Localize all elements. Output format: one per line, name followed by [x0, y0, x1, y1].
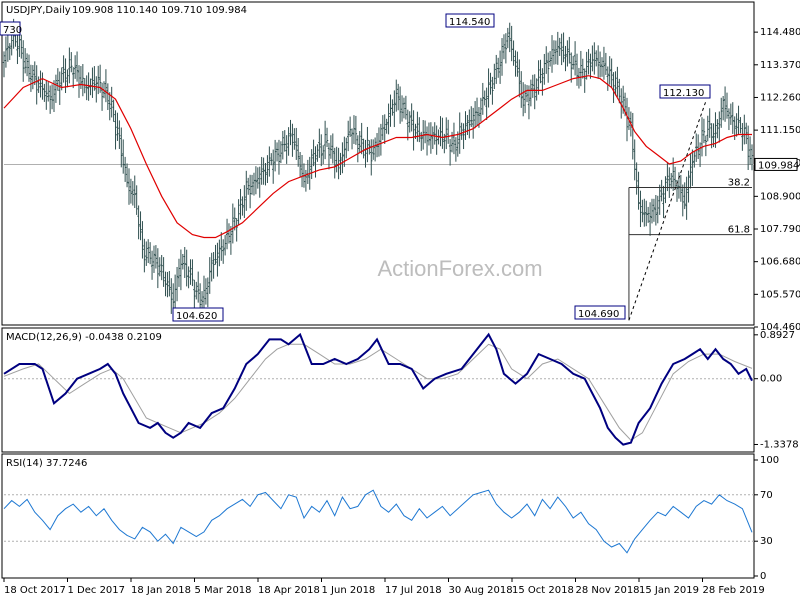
rsi-line-group [3, 489, 753, 554]
macd-panel-frame [1, 327, 755, 453]
price-annotation-label: 114.540 [449, 17, 490, 28]
fib-61-label: 61.8 [728, 225, 750, 236]
price-annotation-label: 104.620 [176, 311, 217, 322]
price-panel-frame [1, 1, 755, 326]
rsi-panel-frame [1, 453, 755, 579]
price-tick-label: 111.150 [760, 125, 800, 136]
date-tick-label: 30 Aug 2018 [449, 585, 513, 596]
macd-tick-label: -1.3378 [760, 439, 799, 450]
moving-average-line [3, 75, 752, 239]
rsi-gridlines [4, 494, 754, 542]
rsi-title: RSI(14) 37.7246 [6, 458, 87, 469]
date-tick-label: 5 Mar 2018 [195, 585, 252, 596]
fibonacci-levels: 38.2 61.8 [628, 101, 752, 321]
date-tick-label: 15 Jan 2019 [639, 585, 699, 596]
date-tick-label: 18 Oct 2017 [4, 585, 66, 596]
date-tick-label: 18 Jan 2018 [131, 585, 191, 596]
price-tick-label: 107.790 [760, 224, 800, 235]
date-tick-label: 1 Dec 2017 [68, 585, 126, 596]
macd-signal-line [3, 343, 753, 441]
date-tick-label: 17 Jul 2018 [385, 585, 442, 596]
rsi-tick-label: 70 [760, 490, 773, 501]
moving-average-line [3, 75, 752, 239]
price-tick-label: 112.260 [760, 92, 800, 103]
price-tick-label: 106.680 [760, 257, 800, 268]
macd-title: MACD(12,26,9) -0.0438 0.2109 [6, 332, 162, 343]
price-annotation-box [0, 21, 21, 36]
macd-axis: 0.8927 0.00 -1.3378 [754, 330, 799, 450]
date-tick-label: 18 Apr 2018 [258, 585, 320, 596]
price-tick-label: 104.460 [760, 322, 800, 333]
macd-line [3, 332, 753, 446]
rsi-tick-label: 0 [760, 571, 766, 582]
price-annotation-box [574, 305, 626, 320]
rsi-tick-label: 30 [760, 536, 773, 547]
rsi-tick-label: 100 [760, 455, 779, 466]
chart-header-ohlc: 109.908 110.140 109.710 109.984 [72, 5, 247, 16]
date-tick-label: 15 Oct 2018 [512, 585, 574, 596]
price-axis: 114.480113.370112.260111.150110.040108.9… [754, 27, 800, 333]
date-tick-label: 28 Nov 2018 [576, 585, 640, 596]
macd-tick-label: 0.00 [760, 374, 782, 385]
rsi-line [3, 489, 753, 554]
price-tick-label: 113.370 [760, 60, 800, 71]
price-tick-label: 114.480 [760, 27, 800, 38]
price-annotation-label: 104.690 [578, 309, 619, 320]
price-annotation-box [172, 307, 224, 322]
macd-lines [3, 332, 753, 446]
fib-38-label: 38.2 [728, 178, 750, 189]
price-annotations: 730 114.540 112.130 104.620 104.690 [0, 13, 711, 322]
price-tick-label: 105.570 [760, 289, 800, 300]
rsi-axis: 100 70 30 0 [754, 455, 779, 582]
price-annotation-box [445, 13, 495, 28]
chart-header-symbol: USDJPY,Daily [6, 5, 71, 16]
last-price-label: 109.984 [758, 160, 799, 171]
macd-tick-label: 0.8927 [760, 330, 795, 341]
date-axis: 18 Oct 2017 1 Dec 2017 18 Jan 2018 5 Mar 20… [3, 578, 765, 596]
watermark: ActionForex.com [377, 256, 542, 281]
date-tick-label: 1 Jun 2018 [322, 585, 376, 596]
price-annotation-label: 730 [3, 25, 22, 36]
last-price-box [754, 157, 798, 171]
trend-line-dashed [628, 101, 707, 321]
price-annotation-box [659, 84, 711, 99]
price-ohlc-bars [2, 18, 754, 318]
price-tick-label: 108.900 [760, 191, 800, 202]
price-annotation-label: 112.130 [663, 88, 704, 99]
date-tick-label: 28 Feb 2019 [703, 585, 765, 596]
